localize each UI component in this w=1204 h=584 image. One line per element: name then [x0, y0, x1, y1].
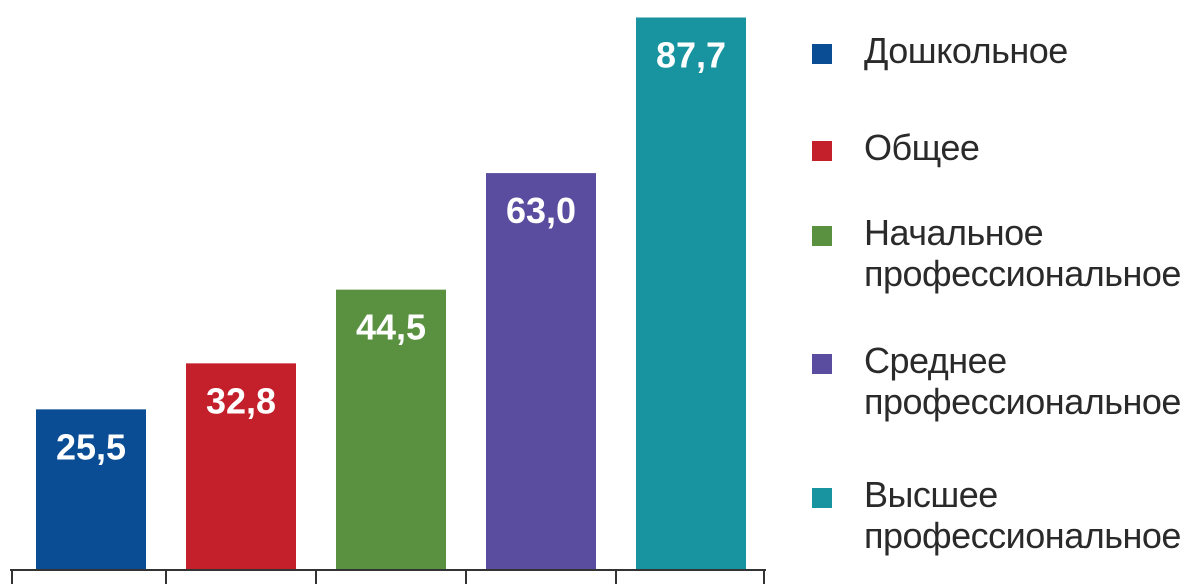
legend-item: Дошкольное [812, 30, 1068, 71]
legend-label-line: Среднее [864, 340, 1007, 381]
legend-swatch [812, 226, 832, 246]
legend-label: Высшее профессиональное [864, 474, 1181, 556]
bar-1 [36, 409, 146, 570]
bar-value-label: 32,8 [206, 380, 276, 421]
legend-label-line: профессиональное [864, 253, 1181, 294]
legend-swatch [812, 354, 832, 374]
legend-item: Высшее профессиональное [812, 474, 1181, 556]
bar-5 [636, 17, 746, 571]
bar-value-label: 25,5 [56, 426, 126, 467]
legend-item: Начальное профессиональное [812, 212, 1181, 294]
bar-value-label: 87,7 [656, 34, 726, 75]
legend-label-line: Общее [864, 127, 980, 168]
legend-label-line: Дошкольное [864, 30, 1068, 71]
legend-swatch [812, 141, 832, 161]
bar-chart: 25,5 32,8 44,5 63,0 87,7 [10, 17, 766, 584]
legend-label: Начальное профессиональное [864, 212, 1181, 294]
legend-item: Общее [812, 127, 980, 168]
legend-label: Среднее профессиональное [864, 340, 1181, 422]
bar-4 [486, 173, 596, 570]
legend-label: Дошкольное [864, 30, 1068, 71]
legend-label-line: Высшее [864, 474, 998, 515]
bar-value-label: 44,5 [356, 307, 426, 348]
bar-2 [186, 363, 296, 570]
bar-3 [336, 289, 446, 570]
legend-label-line: профессиональное [864, 515, 1181, 556]
chart-legend: Дошкольное Общее Начальное профессиональное… [812, 30, 1204, 584]
legend-swatch [812, 488, 832, 508]
bar-value-label: 63,0 [506, 190, 576, 231]
legend-label: Общее [864, 127, 980, 168]
legend-label-line: Начальное [864, 212, 1044, 253]
legend-item: Среднее профессиональное [812, 340, 1181, 422]
legend-swatch [812, 44, 832, 64]
legend-label-line: профессиональное [864, 381, 1181, 422]
